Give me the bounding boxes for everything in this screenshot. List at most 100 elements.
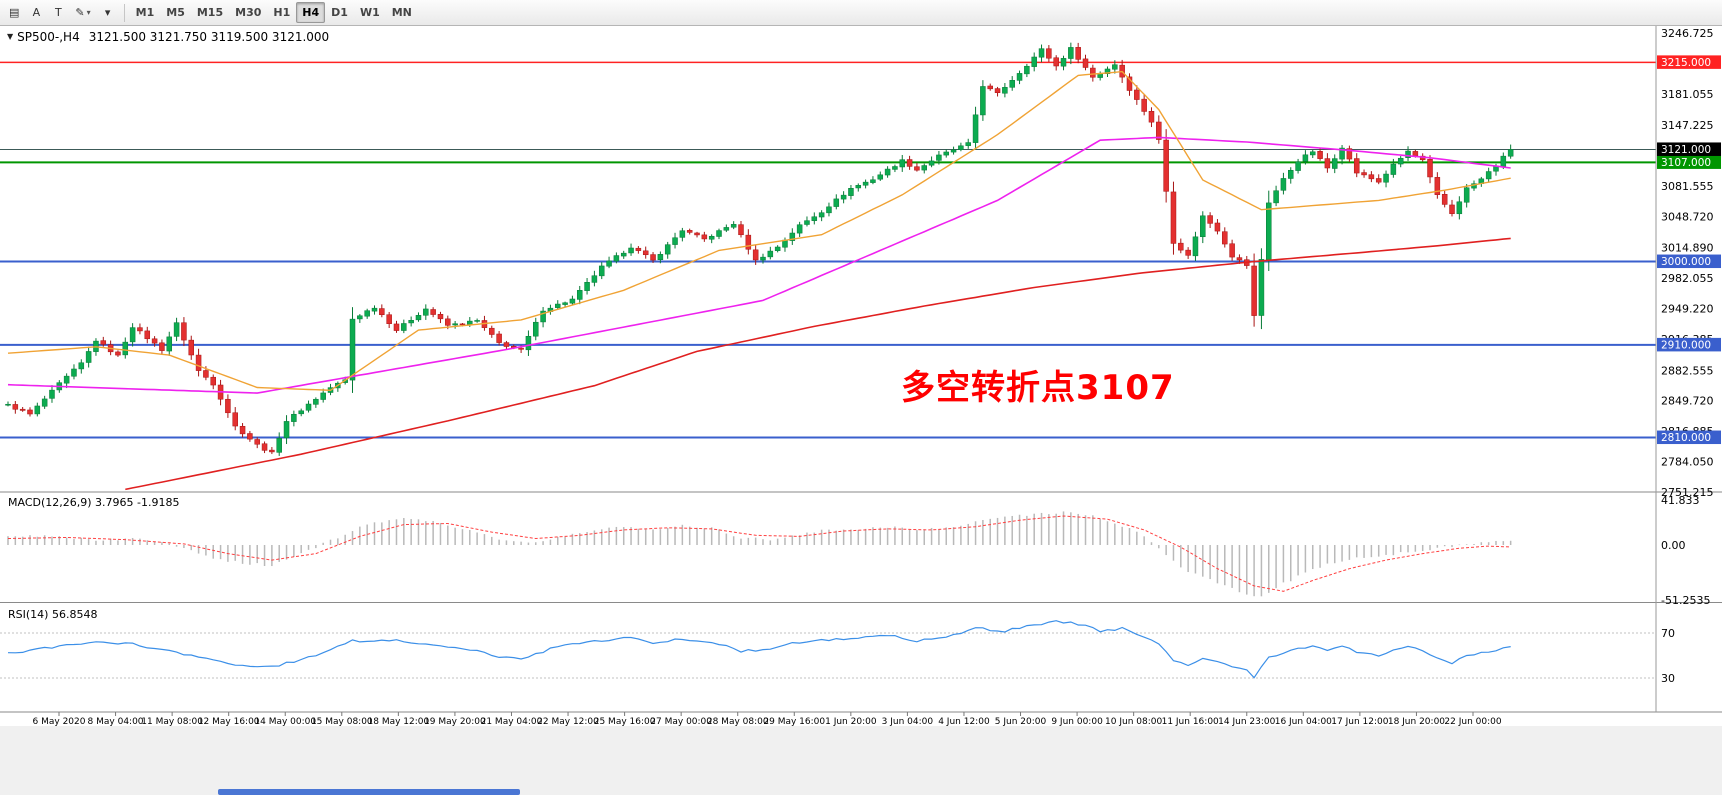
rsi-title: RSI(14)	[8, 608, 49, 621]
macd-signal-line	[7, 515, 1511, 592]
timeframe-w1[interactable]: W1	[359, 6, 380, 19]
svg-text:4 Jun 12:00: 4 Jun 12:00	[938, 717, 990, 727]
chart-symbol-header: ▼ SP500-,H4 3121.500 3121.750 3119.500 312…	[7, 30, 329, 44]
svg-text:3121.000: 3121.000	[1661, 144, 1711, 156]
svg-text:15 May 08:00: 15 May 08:00	[311, 717, 373, 727]
svg-text:2810.000: 2810.000	[1661, 432, 1711, 444]
chart-area: 3246.725 3181.055 3147.225 3081.555 3048.720…	[0, 26, 1722, 795]
svg-text:8 May 04:00: 8 May 04:00	[88, 717, 144, 727]
svg-text:25 May 16:00: 25 May 16:00	[594, 717, 656, 727]
level-badge-3215.000	[1657, 55, 1721, 69]
svg-text:3181.055: 3181.055	[1661, 88, 1714, 101]
price-axis-ticks: 3246.725 3181.055 3147.225 3081.555 3048.720…	[1661, 27, 1714, 499]
svg-text:3147.225: 3147.225	[1661, 119, 1714, 132]
svg-text:11 Jun 16:00: 11 Jun 16:00	[1162, 717, 1219, 727]
svg-text:3 Jun 04:00: 3 Jun 04:00	[882, 717, 934, 727]
rsi-line	[7, 620, 1511, 679]
macd-title: MACD(12,26,9)	[8, 496, 92, 509]
svg-text:17 Jun 12:00: 17 Jun 12:00	[1331, 717, 1388, 727]
svg-text:2882.555: 2882.555	[1661, 364, 1714, 377]
rsi-indicator-label: RSI(14) 56.8548	[8, 608, 97, 621]
svg-text:2784.050: 2784.050	[1661, 456, 1714, 469]
timeframe-button-group: M1 M5 M15 M30 H1 H4 D1 W1 MN	[130, 2, 418, 23]
rsi-panel: 70 30	[0, 620, 1675, 685]
timeframe-m1[interactable]: M1	[135, 6, 155, 19]
svg-text:18 May 12:00: 18 May 12:00	[368, 717, 430, 727]
svg-text:3215.000: 3215.000	[1661, 57, 1711, 69]
svg-text:11 May 08:00: 11 May 08:00	[141, 717, 203, 727]
svg-text:6 May 2020: 6 May 2020	[33, 717, 86, 727]
svg-text:28 May 08:00: 28 May 08:00	[707, 717, 769, 727]
svg-text:3081.555: 3081.555	[1661, 180, 1714, 193]
svg-text:9 Jun 00:00: 9 Jun 00:00	[1051, 717, 1103, 727]
rsi-value: 56.8548	[51, 608, 98, 621]
chart-list-icon[interactable]: ▤	[9, 6, 20, 19]
timeframe-m30[interactable]: M30	[235, 6, 262, 19]
horizontal-scrollbar-thumb[interactable]	[218, 789, 520, 795]
svg-text:10 Jun 08:00: 10 Jun 08:00	[1105, 717, 1162, 727]
level-badge-2910.000	[1657, 337, 1721, 352]
symbol-timeframe-label: SP500-,H4	[17, 30, 80, 44]
svg-text:22 Jun 00:00: 22 Jun 00:00	[1444, 717, 1501, 727]
svg-text:1 Jun 20:00: 1 Jun 20:00	[825, 717, 877, 727]
svg-text:30: 30	[1661, 672, 1675, 685]
ma-fast-orange-line	[7, 70, 1511, 392]
level-badge-2810.000	[1657, 430, 1721, 445]
macd-panel: 41.833 0.00 -51.2535	[7, 494, 1710, 607]
timeframe-h1[interactable]: H1	[273, 6, 291, 19]
toolbar-separator	[123, 3, 125, 22]
svg-text:3107.000: 3107.000	[1661, 157, 1711, 169]
svg-text:29 May 16:00: 29 May 16:00	[763, 717, 825, 727]
svg-text:21 May 04:00: 21 May 04:00	[481, 717, 543, 727]
svg-text:2849.720: 2849.720	[1661, 395, 1714, 408]
svg-text:3014.890: 3014.890	[1661, 242, 1714, 255]
chart-canvas[interactable]: 3246.725 3181.055 3147.225 3081.555 3048.720…	[0, 26, 1722, 795]
tool-icon-group: ▤ A T ✎ ▾ ▾	[3, 2, 119, 23]
footer-strip	[0, 726, 1722, 795]
svg-text:70: 70	[1661, 627, 1675, 640]
macd-indicator-label: MACD(12,26,9) 3.7965 -1.9185	[8, 496, 180, 509]
svg-text:-51.2535: -51.2535	[1661, 594, 1710, 607]
level-badge-3107.000	[1657, 155, 1721, 169]
svg-text:22 May 12:00: 22 May 12:00	[537, 717, 599, 727]
svg-text:18 Jun 20:00: 18 Jun 20:00	[1388, 717, 1445, 727]
svg-text:2949.220: 2949.220	[1661, 303, 1714, 316]
macd-values: 3.7965 -1.9185	[95, 496, 180, 509]
text-label-tool[interactable]: T	[55, 6, 62, 19]
svg-text:12 May 16:00: 12 May 16:00	[198, 717, 260, 727]
candlestick-series	[5, 42, 1514, 456]
svg-text:2982.055: 2982.055	[1661, 272, 1714, 285]
level-badge-3000.000	[1657, 254, 1721, 269]
svg-text:0.00: 0.00	[1661, 539, 1686, 552]
svg-text:14 May 00:00: 14 May 00:00	[254, 717, 316, 727]
svg-text:3246.725: 3246.725	[1661, 27, 1714, 40]
timeframe-mn[interactable]: MN	[391, 6, 412, 19]
timeframe-d1[interactable]: D1	[331, 6, 348, 19]
ma-mid-magenta-line	[7, 136, 1511, 394]
svg-text:3048.720: 3048.720	[1661, 210, 1714, 223]
timeframe-m15[interactable]: M15	[196, 6, 224, 19]
ohlc-values: 3121.500 3121.750 3119.500 3121.000	[88, 30, 330, 44]
svg-text:3000.000: 3000.000	[1661, 256, 1711, 268]
svg-text:27 May 00:00: 27 May 00:00	[650, 717, 712, 727]
timeframe-m5[interactable]: M5	[166, 6, 185, 19]
toolbar: ▤ A T ✎ ▾ ▾ M1 M5 M15 M30 H1 H4 D1 W1 MN	[0, 0, 1722, 26]
dropdown-caret-icon: ▾	[86, 8, 91, 17]
current-price-badge	[1657, 142, 1721, 156]
svg-text:2910.000: 2910.000	[1661, 339, 1711, 351]
chart-dropdown-caret-icon[interactable]: ▼	[7, 32, 14, 41]
timeframe-h4[interactable]: H4	[296, 2, 326, 23]
svg-text:16 Jun 04:00: 16 Jun 04:00	[1275, 717, 1332, 727]
svg-text:5 Jun 20:00: 5 Jun 20:00	[995, 717, 1047, 727]
svg-text:2751.215: 2751.215	[1661, 486, 1714, 499]
horizontal-level-lines	[0, 61, 1656, 439]
svg-text:14 Jun 23:00: 14 Jun 23:00	[1218, 717, 1275, 727]
text-tool-a[interactable]: A	[32, 6, 41, 19]
svg-text:19 May 20:00: 19 May 20:00	[424, 717, 486, 727]
price-axis-badges: 3215.000 3107.000 3000.000 2910.000 2810.000…	[1657, 55, 1721, 445]
draw-tool[interactable]: ✎ ▾	[75, 6, 91, 19]
svg-text:41.833: 41.833	[1661, 494, 1700, 507]
tools-dropdown-caret[interactable]: ▾	[104, 6, 111, 19]
